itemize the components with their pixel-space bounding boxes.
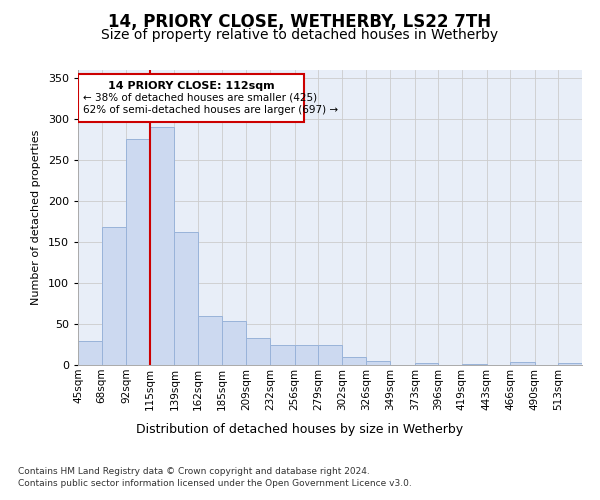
Bar — [342, 357, 367, 365]
Text: ← 38% of detached houses are smaller (425): ← 38% of detached houses are smaller (42… — [83, 93, 317, 103]
Bar — [415, 364, 438, 365]
Bar — [198, 316, 222, 365]
Bar — [510, 362, 535, 365]
Text: Distribution of detached houses by size in Wetherby: Distribution of detached houses by size … — [136, 422, 464, 436]
Text: 62% of semi-detached houses are larger (697) →: 62% of semi-detached houses are larger (… — [83, 105, 338, 115]
Bar — [247, 338, 270, 365]
Bar — [78, 341, 101, 365]
Bar — [462, 364, 487, 365]
Text: 14, PRIORY CLOSE, WETHERBY, LS22 7TH: 14, PRIORY CLOSE, WETHERBY, LS22 7TH — [109, 12, 491, 30]
Bar — [559, 362, 582, 365]
Bar — [270, 344, 295, 365]
Y-axis label: Number of detached properties: Number of detached properties — [31, 130, 41, 305]
Text: 14 PRIORY CLOSE: 112sqm: 14 PRIORY CLOSE: 112sqm — [107, 80, 274, 90]
Text: Contains public sector information licensed under the Open Government Licence v3: Contains public sector information licen… — [18, 479, 412, 488]
Text: Contains HM Land Registry data © Crown copyright and database right 2024.: Contains HM Land Registry data © Crown c… — [18, 468, 370, 476]
Bar — [126, 139, 150, 365]
FancyBboxPatch shape — [78, 74, 304, 122]
Bar — [318, 344, 342, 365]
Bar — [175, 232, 198, 365]
Bar — [222, 321, 247, 365]
Bar — [367, 361, 390, 365]
Bar — [150, 128, 175, 365]
Bar — [101, 228, 126, 365]
Bar — [295, 344, 318, 365]
Text: Size of property relative to detached houses in Wetherby: Size of property relative to detached ho… — [101, 28, 499, 42]
